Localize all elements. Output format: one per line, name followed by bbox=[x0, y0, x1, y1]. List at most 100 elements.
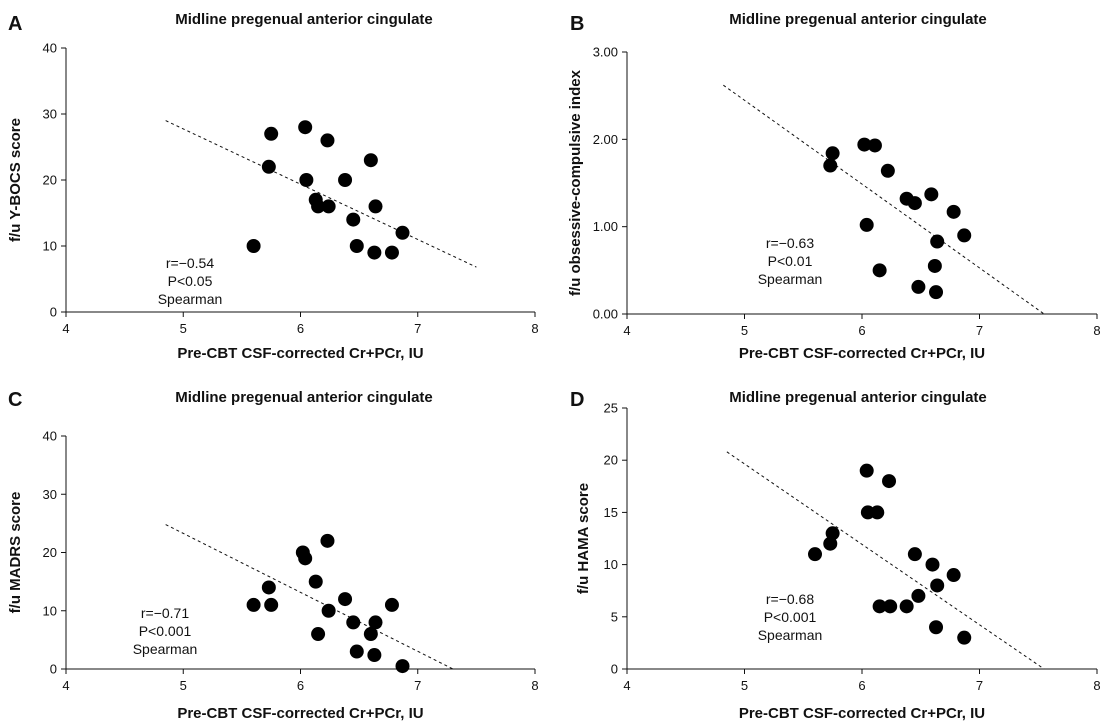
panel-d: D Midline pregenual anterior cingulate 4 5 6… bbox=[570, 389, 1101, 722]
data-point bbox=[929, 285, 944, 300]
data-point bbox=[299, 173, 314, 187]
data-point bbox=[367, 648, 382, 663]
data-point bbox=[927, 258, 942, 273]
panel-b: B Midline pregenual anterior cingulate 4 5 6… bbox=[567, 11, 1101, 362]
y-tick-label: 10 bbox=[43, 603, 57, 618]
data-point bbox=[907, 547, 922, 562]
data-point bbox=[825, 146, 840, 161]
y-tick-label: 10 bbox=[43, 239, 57, 254]
panel-title: Midline pregenual anterior cingulate bbox=[175, 389, 433, 406]
data-point bbox=[384, 597, 399, 612]
data-point bbox=[320, 533, 335, 548]
data-point bbox=[899, 599, 914, 614]
data-point bbox=[925, 557, 940, 572]
y-tick-label: 0 bbox=[50, 305, 57, 320]
y-tick-label: 15 bbox=[604, 505, 618, 520]
y-tick-label: 20 bbox=[43, 173, 57, 188]
y-tick-label: 30 bbox=[43, 487, 57, 502]
data-point bbox=[930, 578, 945, 593]
data-point bbox=[264, 597, 279, 612]
data-point bbox=[957, 630, 972, 645]
data-point bbox=[298, 551, 313, 566]
stat-method: Spearman bbox=[133, 641, 198, 657]
data-point bbox=[929, 620, 944, 635]
panel-title: Midline pregenual anterior cingulate bbox=[175, 11, 433, 28]
y-tick-label: 0 bbox=[50, 662, 57, 677]
y-tick-label: 30 bbox=[43, 107, 57, 122]
data-point bbox=[338, 592, 353, 607]
panel-label: C bbox=[8, 389, 22, 411]
y-tick-label: 0 bbox=[611, 662, 618, 677]
data-point bbox=[825, 526, 840, 541]
y-tick-label: 0.00 bbox=[593, 307, 618, 322]
data-point bbox=[924, 187, 939, 202]
data-point bbox=[911, 279, 926, 294]
data-point bbox=[384, 245, 399, 260]
data-point bbox=[867, 138, 882, 153]
x-tick-label: 8 bbox=[1093, 678, 1100, 693]
data-point bbox=[320, 133, 335, 148]
x-axis-label: Pre-CBT CSF-corrected Cr+PCr, IU bbox=[739, 345, 985, 362]
panel-a: A Midline pregenual anterior cingulate 4 5 6… bbox=[7, 11, 539, 362]
stat-method: Spearman bbox=[758, 271, 823, 287]
y-tick-label: 1.00 bbox=[593, 219, 618, 234]
data-point bbox=[346, 212, 361, 227]
x-axis-label: Pre-CBT CSF-corrected Cr+PCr, IU bbox=[177, 345, 423, 362]
x-tick-label: 8 bbox=[1093, 323, 1100, 338]
panel-title: Midline pregenual anterior cingulate bbox=[729, 389, 987, 406]
data-point bbox=[911, 588, 926, 603]
panel-c: C Midline pregenual anterior cingulate 4 5 6… bbox=[7, 389, 539, 722]
stat-r: r=−0.68 bbox=[766, 591, 814, 607]
data-point bbox=[880, 163, 895, 178]
panel-label: A bbox=[8, 13, 22, 35]
data-point bbox=[823, 158, 838, 173]
data-point bbox=[321, 603, 336, 618]
data-point bbox=[338, 173, 353, 187]
x-tick-label: 6 bbox=[297, 321, 304, 336]
stat-p: P<0.001 bbox=[764, 609, 817, 625]
y-tick-label: 5 bbox=[611, 609, 618, 624]
data-point bbox=[872, 599, 887, 614]
trend-line bbox=[165, 524, 454, 670]
stat-r: r=−0.63 bbox=[766, 235, 814, 251]
x-tick-label: 5 bbox=[180, 678, 187, 693]
stat-p: P<0.01 bbox=[768, 253, 813, 269]
data-point bbox=[907, 196, 922, 211]
x-axis-label: Pre-CBT CSF-corrected Cr+PCr, IU bbox=[177, 705, 423, 722]
data-point bbox=[308, 574, 323, 589]
data-point bbox=[346, 615, 361, 630]
data-point bbox=[349, 644, 364, 659]
panel-label: D bbox=[570, 389, 584, 411]
data-point bbox=[311, 627, 326, 642]
x-tick-label: 8 bbox=[531, 678, 538, 693]
x-tick-label: 4 bbox=[623, 323, 630, 338]
y-axis-label: f/u MADRS score bbox=[7, 492, 24, 614]
stat-method: Spearman bbox=[758, 627, 823, 643]
x-tick-label: 4 bbox=[62, 678, 69, 693]
data-point bbox=[246, 239, 261, 253]
x-tick-label: 4 bbox=[62, 321, 69, 336]
x-tick-label: 6 bbox=[858, 678, 865, 693]
stat-r: r=−0.71 bbox=[141, 605, 189, 621]
y-tick-label: 20 bbox=[604, 453, 618, 468]
stat-r: r=−0.54 bbox=[166, 255, 214, 271]
data-point bbox=[395, 659, 410, 674]
data-point bbox=[395, 225, 410, 240]
y-tick-label: 10 bbox=[604, 557, 618, 572]
data-point bbox=[261, 159, 276, 174]
x-axis-label: Pre-CBT CSF-corrected Cr+PCr, IU bbox=[739, 705, 985, 722]
data-point bbox=[349, 239, 364, 253]
x-tick-label: 7 bbox=[414, 678, 421, 693]
stat-p: P<0.05 bbox=[168, 273, 213, 289]
data-point bbox=[957, 228, 972, 243]
y-tick-label: 25 bbox=[604, 401, 618, 416]
data-point bbox=[368, 199, 383, 214]
data-point bbox=[872, 263, 887, 278]
data-point bbox=[368, 615, 383, 630]
x-tick-label: 6 bbox=[858, 323, 865, 338]
y-tick-label: 40 bbox=[43, 41, 57, 56]
x-tick-label: 7 bbox=[414, 321, 421, 336]
x-tick-label: 5 bbox=[741, 678, 748, 693]
y-tick-label: 2.00 bbox=[593, 132, 618, 147]
